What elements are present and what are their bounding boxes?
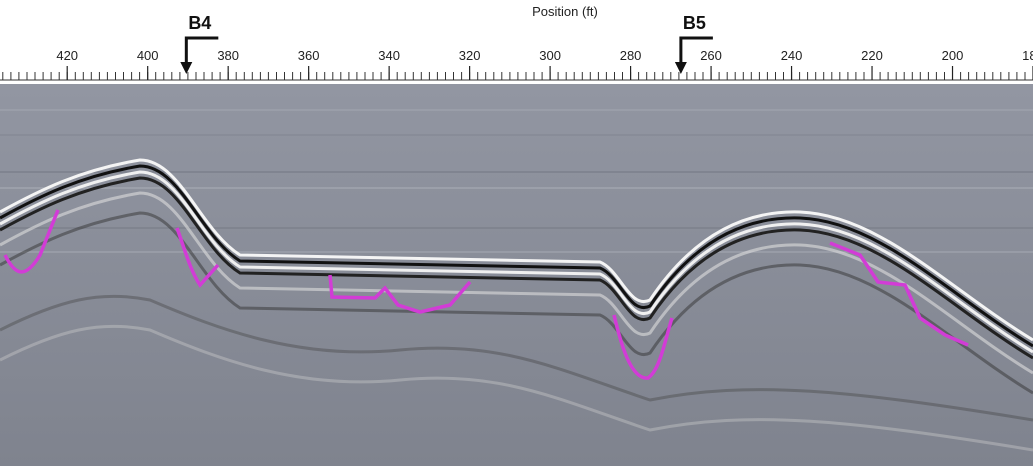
- marker-label: B5: [683, 13, 706, 33]
- tick-label: 340: [378, 48, 400, 63]
- tick-label: 380: [217, 48, 239, 63]
- radargram-figure: Position (ft) 420 400 380 360 340 320 300 280 26…: [0, 0, 1033, 466]
- tick-label: 180: [1022, 48, 1033, 63]
- tick-label: 240: [781, 48, 803, 63]
- tick-label: 300: [539, 48, 561, 63]
- tick-label: 360: [298, 48, 320, 63]
- tick-label: 260: [700, 48, 722, 63]
- radargram: [0, 84, 1033, 466]
- position-axis: Position (ft): [532, 4, 598, 19]
- tick-label: 200: [942, 48, 964, 63]
- axis-title: Position (ft): [532, 4, 598, 19]
- marker-label: B4: [188, 13, 211, 33]
- tick-label: 220: [861, 48, 883, 63]
- tick-label: 280: [620, 48, 642, 63]
- tick-label: 420: [56, 48, 78, 63]
- tick-label: 320: [459, 48, 481, 63]
- tick-label: 400: [137, 48, 159, 63]
